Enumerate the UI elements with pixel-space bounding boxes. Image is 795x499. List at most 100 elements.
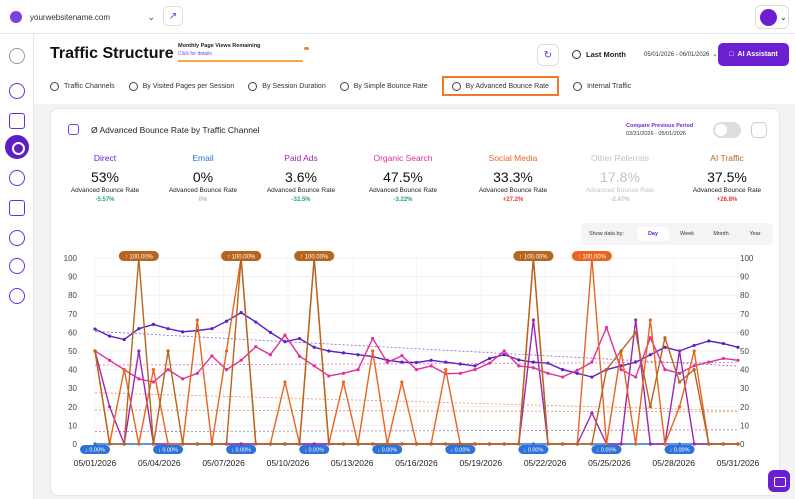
tab-session-duration[interactable]: By Session Duration bbox=[248, 78, 326, 94]
account-menu[interactable]: ⌄ bbox=[755, 5, 789, 29]
data-point bbox=[283, 380, 287, 384]
avatar bbox=[760, 8, 777, 26]
data-point bbox=[414, 442, 419, 446]
show-data-month[interactable]: Month bbox=[713, 231, 729, 237]
peak-label-bg bbox=[221, 251, 262, 261]
data-point bbox=[707, 339, 711, 343]
data-point bbox=[137, 327, 141, 331]
x-tick-label: 05/31/2026 bbox=[717, 458, 760, 468]
show-data-year[interactable]: Year bbox=[749, 231, 761, 237]
compare-toggle[interactable] bbox=[713, 122, 741, 138]
data-point bbox=[648, 442, 652, 446]
zero-label-bg bbox=[372, 445, 403, 454]
data-point bbox=[473, 364, 477, 368]
tab-advanced-bounce-rate[interactable]: By Advanced Bounce Rate bbox=[441, 76, 559, 96]
data-point bbox=[400, 380, 404, 384]
shield-icon[interactable] bbox=[9, 230, 25, 246]
show-data-day[interactable]: Day bbox=[637, 227, 669, 241]
location-icon[interactable] bbox=[9, 288, 25, 304]
advanced-bounce-icon bbox=[451, 81, 461, 91]
data-point bbox=[108, 442, 112, 446]
dashboard-icon[interactable] bbox=[9, 83, 25, 99]
data-point bbox=[137, 377, 141, 381]
target-icon[interactable] bbox=[9, 170, 25, 186]
data-point bbox=[93, 349, 97, 353]
stat-label: Social Media bbox=[488, 153, 538, 163]
data-point bbox=[677, 380, 682, 384]
data-point bbox=[151, 322, 156, 327]
stat-label: Email bbox=[192, 153, 214, 163]
zero-label-bg bbox=[664, 445, 695, 454]
data-point bbox=[429, 358, 433, 362]
data-point bbox=[122, 442, 126, 446]
stat-value: 37.5% bbox=[707, 169, 747, 185]
data-point bbox=[736, 442, 740, 446]
refresh-button[interactable]: ↻ bbox=[537, 44, 559, 66]
stat-sub: Advanced Bounce Rate bbox=[368, 187, 438, 194]
zero-label-bg bbox=[226, 445, 257, 454]
stat-paid-ads: Paid Ads 3.6% Advanced Bounce Rate -32.5… bbox=[257, 153, 345, 203]
data-point bbox=[341, 380, 346, 384]
data-point bbox=[648, 405, 652, 409]
chat-icon[interactable] bbox=[9, 200, 25, 216]
ai-assistant-button[interactable]: □ AI Assistant bbox=[718, 43, 789, 66]
card-title: Ø Advanced Bounce Rate by Traffic Channe… bbox=[91, 125, 260, 135]
stat-value: 53% bbox=[90, 169, 120, 185]
data-point bbox=[634, 330, 638, 334]
data-point bbox=[312, 364, 316, 368]
tab-internal-traffic[interactable]: Internal Traffic bbox=[572, 78, 631, 94]
stat-value: 47.5% bbox=[383, 169, 423, 185]
filter-button[interactable] bbox=[751, 122, 767, 138]
chat-button[interactable] bbox=[768, 470, 790, 492]
data-point bbox=[414, 368, 419, 372]
y-tick-label-right: 20 bbox=[740, 403, 749, 412]
data-point bbox=[590, 411, 594, 415]
data-point bbox=[297, 336, 302, 341]
globe-icon bbox=[10, 11, 22, 23]
data-point bbox=[371, 349, 375, 353]
page-views-details-link[interactable]: Click for details bbox=[178, 51, 212, 57]
zero-label-bg bbox=[445, 445, 476, 454]
data-point bbox=[341, 442, 346, 446]
data-point bbox=[561, 368, 565, 372]
data-point bbox=[634, 375, 638, 379]
website-selector[interactable]: yourwebsitename.com ⌄ bbox=[10, 6, 155, 28]
data-point bbox=[736, 358, 740, 362]
stat-value: 17.8% bbox=[600, 169, 640, 185]
data-point bbox=[531, 366, 536, 370]
x-tick-label: 05/04/2026 bbox=[138, 458, 181, 468]
peak-label: ↑ 100.00% bbox=[125, 255, 154, 261]
gear-icon[interactable] bbox=[9, 258, 25, 274]
data-point bbox=[692, 442, 696, 446]
data-point bbox=[108, 358, 112, 362]
data-point bbox=[151, 442, 156, 446]
period-selector[interactable]: Last Month bbox=[572, 50, 626, 59]
tab-visited-pages[interactable]: By Visited Pages per Session bbox=[128, 78, 234, 94]
data-point bbox=[458, 362, 462, 366]
open-website-button[interactable]: ↗ bbox=[163, 6, 183, 26]
tab-simple-bounce-rate[interactable]: By Simple Bounce Rate bbox=[339, 78, 428, 94]
y-tick-label: 90 bbox=[68, 273, 77, 282]
show-data-week[interactable]: Week bbox=[680, 231, 694, 237]
data-point bbox=[634, 442, 638, 446]
collapse-icon[interactable] bbox=[9, 48, 25, 64]
bag-icon[interactable] bbox=[9, 113, 25, 129]
data-point bbox=[444, 360, 448, 364]
traffic-icon[interactable] bbox=[5, 135, 29, 159]
data-point bbox=[561, 375, 565, 379]
data-point bbox=[137, 349, 141, 353]
data-point bbox=[487, 356, 492, 361]
data-point bbox=[721, 341, 725, 346]
data-point bbox=[195, 442, 199, 446]
zero-label-bg bbox=[591, 445, 622, 454]
chevron-down-icon: ⌄ bbox=[712, 52, 718, 58]
stat-label: AI Traffic bbox=[710, 153, 744, 163]
data-point bbox=[663, 336, 667, 340]
tab-traffic-channels[interactable]: Traffic Channels bbox=[50, 78, 115, 94]
y-tick-label-right: 80 bbox=[740, 291, 749, 300]
data-point bbox=[166, 368, 170, 372]
data-point bbox=[663, 368, 667, 372]
date-range-selector[interactable]: 05/01/2026 - 06/01/2026 ⌄ bbox=[644, 51, 717, 58]
data-point bbox=[400, 360, 404, 364]
data-point bbox=[210, 354, 214, 358]
